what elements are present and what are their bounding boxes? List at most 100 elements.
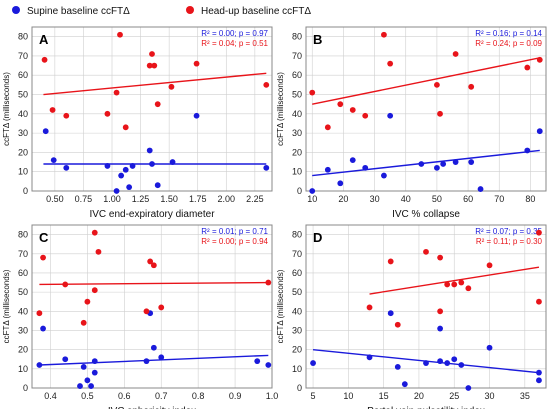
point-supine — [452, 159, 459, 165]
x-tick-label: 15 — [379, 391, 389, 401]
y-tick-label: 80 — [18, 32, 28, 42]
point-headup — [362, 112, 369, 119]
x-tick-label: 5 — [311, 391, 316, 401]
y-tick-label: 80 — [292, 230, 302, 240]
x-tick-label: 35 — [520, 391, 530, 401]
point-supine — [91, 369, 98, 376]
point-headup — [309, 89, 316, 96]
point-supine — [169, 159, 176, 165]
point-supine — [113, 188, 120, 194]
y-tick-label: 70 — [292, 249, 302, 259]
y-tick-label: 10 — [292, 364, 302, 374]
y-tick-label: 50 — [18, 287, 28, 297]
panel-b: 0 10 20 30 40 50 60 70 80 10 20 30 40 50 60 70 80 IVC % c… — [276, 26, 547, 220]
point-supine — [524, 147, 531, 154]
x-tick-label: 1.75 — [189, 194, 207, 204]
point-supine — [310, 360, 316, 366]
x-tick-label: 60 — [463, 194, 473, 204]
point-headup — [80, 319, 87, 326]
point-headup — [536, 298, 542, 305]
point-supine — [146, 147, 153, 154]
legend: Supine baseline ccFTΔ Head-up baseline c… — [12, 6, 311, 17]
y-tick-label: 30 — [18, 325, 28, 335]
x-axis-label: IVC end-expiratory diameter — [89, 209, 215, 220]
y-tick-label: 80 — [292, 32, 302, 42]
plot-frame — [305, 224, 547, 389]
y-tick-label: 60 — [18, 70, 28, 80]
y-tick-label: 40 — [18, 306, 28, 316]
point-headup — [468, 83, 475, 90]
point-headup — [452, 51, 459, 57]
point-supine — [418, 161, 425, 167]
legend-marker-supine — [12, 6, 20, 14]
point-headup — [158, 304, 165, 311]
y-tick-label: 30 — [18, 128, 28, 138]
stat-supine: R² = 0.16; p = 0.14 — [475, 29, 542, 38]
point-headup — [149, 51, 155, 57]
x-tick-label: 0.9 — [229, 391, 242, 401]
point-headup — [434, 81, 440, 88]
stat-supine: R² = 0.00; p = 0.97 — [201, 29, 268, 38]
point-headup — [63, 112, 70, 119]
point-headup — [143, 308, 150, 315]
y-tick-label: 20 — [292, 345, 302, 355]
point-headup — [366, 304, 373, 311]
plot-frame — [31, 224, 273, 389]
y-tick-label: 60 — [292, 70, 302, 80]
point-headup — [423, 248, 429, 255]
point-supine — [434, 164, 440, 171]
regression-line-supine — [39, 354, 269, 366]
legend-marker-headup — [186, 6, 194, 14]
point-supine — [536, 369, 542, 376]
point-supine — [126, 184, 133, 191]
x-tick-label: 0.5 — [81, 391, 94, 401]
y-tick-label: 40 — [292, 109, 302, 119]
point-headup — [49, 107, 56, 113]
point-headup — [451, 281, 458, 288]
y-tick-label: 30 — [292, 325, 302, 335]
y-tick-label: 50 — [292, 287, 302, 297]
y-tick-label: 20 — [292, 147, 302, 157]
point-supine — [387, 310, 394, 317]
point-supine — [158, 354, 165, 361]
point-supine — [387, 112, 394, 119]
y-tick-label: 40 — [18, 109, 28, 119]
x-tick-label: 20 — [414, 391, 424, 401]
y-tick-label: 70 — [18, 51, 28, 61]
point-supine — [149, 161, 155, 167]
point-supine — [458, 362, 465, 368]
point-headup — [444, 281, 451, 288]
point-supine — [118, 172, 125, 179]
regression-line-headup — [369, 266, 540, 295]
point-supine — [423, 360, 429, 366]
point-supine — [401, 381, 408, 388]
point-headup — [84, 298, 91, 305]
y-tick-label: 0 — [23, 186, 28, 196]
point-headup — [265, 279, 272, 286]
regression-line-headup — [312, 57, 540, 105]
point-supine — [88, 383, 94, 389]
stat-headup: R² = 0.11; p = 0.30 — [476, 237, 543, 246]
point-supine — [451, 356, 458, 363]
x-tick-label: 1.0 — [266, 391, 279, 401]
point-headup — [387, 60, 394, 67]
point-supine — [362, 164, 369, 171]
stat-headup: R² = 0.04; p = 0.51 — [201, 39, 268, 48]
point-supine — [91, 358, 98, 365]
point-headup — [154, 101, 161, 108]
x-tick-label: 1.50 — [160, 194, 178, 204]
y-tick-label: 10 — [18, 167, 28, 177]
point-headup — [437, 110, 443, 117]
point-headup — [147, 258, 154, 265]
point-headup — [524, 64, 531, 71]
point-headup — [41, 56, 48, 63]
panel-a: 0 10 20 30 40 50 60 70 80 0.50 0.75 1.00 1.25 1.50 1.7… — [2, 26, 273, 220]
point-supine — [104, 163, 111, 169]
x-tick-label: 50 — [432, 194, 442, 204]
x-tick-label: 0.6 — [118, 391, 131, 401]
point-supine — [40, 325, 46, 332]
x-tick-label: 80 — [525, 194, 535, 204]
point-supine — [36, 362, 43, 368]
y-tick-label: 80 — [18, 230, 28, 240]
point-headup — [36, 310, 43, 317]
